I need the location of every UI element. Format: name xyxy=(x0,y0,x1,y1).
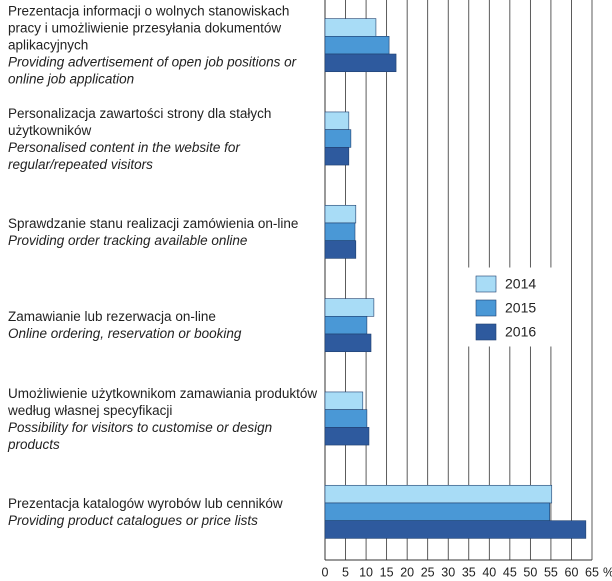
bar xyxy=(324,391,364,410)
x-tick-label: 45 xyxy=(503,565,517,579)
bar xyxy=(324,298,375,317)
category-label-en: Personalised content in the website for … xyxy=(8,139,240,172)
bar xyxy=(324,18,377,37)
bar xyxy=(324,520,587,539)
legend-swatch xyxy=(475,323,497,341)
bar xyxy=(324,240,357,259)
category-label-en: Possibility for visitors to customise or… xyxy=(8,419,273,452)
category-label-en: Providing product catalogues or price li… xyxy=(8,512,258,528)
bar xyxy=(324,204,357,224)
category-label-en: Online ordering, reservation or booking xyxy=(8,326,242,342)
x-tick-label: 55 xyxy=(544,565,558,579)
bar xyxy=(324,502,550,521)
bar xyxy=(324,484,553,504)
bar xyxy=(324,222,356,241)
x-tick-label: 60 xyxy=(565,565,579,579)
x-tick-label: 15 xyxy=(380,565,394,579)
bar xyxy=(324,53,397,73)
category-label-pl: Umożliwienie użytkownikom zamawiania pro… xyxy=(8,385,318,418)
bar xyxy=(324,316,368,335)
legend-label: 2016 xyxy=(505,324,536,340)
x-tick-label: 50 xyxy=(523,565,537,579)
legend: 2014 2015 2016 xyxy=(467,267,557,347)
x-tick-label: 30 xyxy=(441,565,455,579)
x-tick-label: 5 xyxy=(342,565,349,579)
category-label-pl: Personalizacja zawartości strony dla sta… xyxy=(8,105,272,138)
x-tick-label: 25 xyxy=(421,565,435,579)
bar xyxy=(324,147,350,166)
category-label: Zamawianie lub rezerwacja on-line Online … xyxy=(8,308,324,342)
category-label-pl: Sprawdzanie stanu realizacji zamówienia … xyxy=(8,215,299,231)
category-label-pl: Zamawianie lub rezerwacja on-line xyxy=(8,309,216,325)
category-label: Umożliwienie użytkownikom zamawiania pro… xyxy=(8,385,324,453)
legend-label: 2014 xyxy=(505,276,536,292)
bar xyxy=(324,333,372,353)
bar xyxy=(324,427,370,446)
category-label-pl: Prezentacja informacji o wolnych stanowi… xyxy=(8,3,290,53)
x-tick-label: 40 xyxy=(482,565,496,579)
x-tick-label: 0 xyxy=(322,565,329,579)
category-label-en: Providing order tracking available onlin… xyxy=(8,232,248,248)
category-label: Prezentacja katalogów wyrobów lub cennik… xyxy=(8,495,324,529)
category-label: Sprawdzanie stanu realizacji zamówienia … xyxy=(8,215,324,249)
x-tick-label: 65 xyxy=(585,565,599,579)
bar xyxy=(324,129,352,148)
bar xyxy=(324,36,390,55)
x-tick-label: 20 xyxy=(400,565,414,579)
x-axis-label: % xyxy=(603,565,612,579)
category-label-en: Providing advertisement of open job posi… xyxy=(8,54,297,87)
category-label: Prezentacja informacji o wolnych stanowi… xyxy=(8,3,324,88)
bar xyxy=(324,409,368,428)
legend-swatch xyxy=(475,299,497,317)
legend-swatch xyxy=(475,275,497,293)
legend-label: 2015 xyxy=(505,300,536,316)
category-label: Personalizacja zawartości strony dla sta… xyxy=(8,105,324,173)
category-label-pl: Prezentacja katalogów wyrobów lub cennik… xyxy=(8,495,283,511)
bar xyxy=(324,111,350,130)
x-tick-label: 10 xyxy=(359,565,373,579)
x-tick-label: 35 xyxy=(462,565,476,579)
